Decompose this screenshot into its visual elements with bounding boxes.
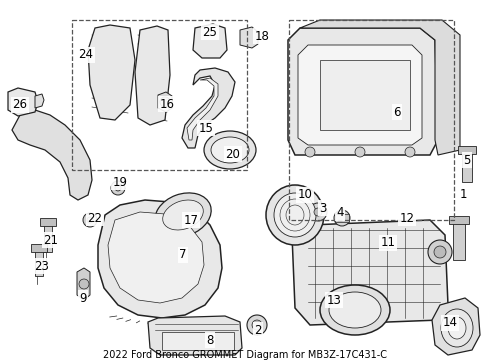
Ellipse shape [441,309,473,347]
Text: 22: 22 [88,211,102,225]
Polygon shape [182,68,235,148]
Circle shape [428,240,452,264]
Text: 15: 15 [198,122,214,135]
Polygon shape [432,298,480,355]
Polygon shape [158,92,172,112]
Circle shape [355,147,365,157]
Polygon shape [292,220,448,325]
Text: 25: 25 [202,26,218,39]
Circle shape [305,147,315,157]
Text: 24: 24 [78,49,94,62]
Ellipse shape [266,185,324,245]
Circle shape [334,210,350,226]
Circle shape [115,185,121,191]
Ellipse shape [320,285,390,335]
Text: 12: 12 [399,211,415,225]
Ellipse shape [329,292,381,328]
Ellipse shape [211,137,249,163]
Text: 23: 23 [35,260,49,273]
Circle shape [405,147,415,157]
Bar [449,216,469,224]
Polygon shape [298,45,422,145]
Circle shape [83,213,97,227]
Bar [31,244,47,252]
Bar [320,60,410,130]
Bar [458,146,476,154]
Polygon shape [193,24,227,58]
Circle shape [309,203,327,221]
Bar [453,220,465,260]
Polygon shape [288,28,438,155]
Polygon shape [300,20,460,155]
Ellipse shape [155,193,211,237]
Polygon shape [8,88,38,116]
Bar [162,332,234,350]
Polygon shape [12,110,92,200]
Text: 18: 18 [255,30,270,42]
Circle shape [79,279,89,289]
Circle shape [434,246,446,258]
Text: 16: 16 [160,98,174,111]
Bar [44,222,52,252]
Bar [40,218,56,226]
Polygon shape [35,94,44,108]
Text: 11: 11 [381,237,395,249]
Text: 7: 7 [179,248,187,261]
Polygon shape [335,214,349,222]
Bar [72,20,247,170]
Circle shape [87,217,93,223]
Ellipse shape [204,131,256,169]
Polygon shape [187,78,218,140]
Text: 14: 14 [442,316,458,329]
Text: 5: 5 [464,153,471,166]
Text: 1: 1 [459,189,467,202]
Circle shape [111,181,125,195]
Text: 9: 9 [79,292,87,305]
Text: 3: 3 [319,202,327,215]
Polygon shape [77,268,90,300]
Polygon shape [240,27,258,48]
Circle shape [314,208,322,216]
Text: 4: 4 [336,207,344,220]
Bar [462,150,472,182]
Text: 21: 21 [44,234,58,247]
Text: 13: 13 [326,293,342,306]
Text: 8: 8 [206,333,214,346]
Text: 2022 Ford Bronco GROMMET Diagram for MB3Z-17C431-C: 2022 Ford Bronco GROMMET Diagram for MB3… [103,350,387,360]
Circle shape [160,97,170,107]
Circle shape [252,320,262,330]
Text: 10: 10 [297,189,313,202]
Text: 19: 19 [113,175,127,189]
Polygon shape [135,26,170,125]
Text: 17: 17 [183,213,198,226]
Polygon shape [88,25,135,120]
Ellipse shape [448,317,466,339]
Text: 20: 20 [225,148,241,161]
Bar [289,20,454,220]
Bar [35,248,43,276]
Polygon shape [98,200,222,318]
Polygon shape [148,316,242,355]
Ellipse shape [274,193,316,237]
Circle shape [247,315,267,335]
Ellipse shape [163,200,203,230]
Text: 26: 26 [13,99,27,112]
Polygon shape [108,212,204,303]
Text: 6: 6 [393,105,401,118]
Text: 2: 2 [254,324,262,337]
